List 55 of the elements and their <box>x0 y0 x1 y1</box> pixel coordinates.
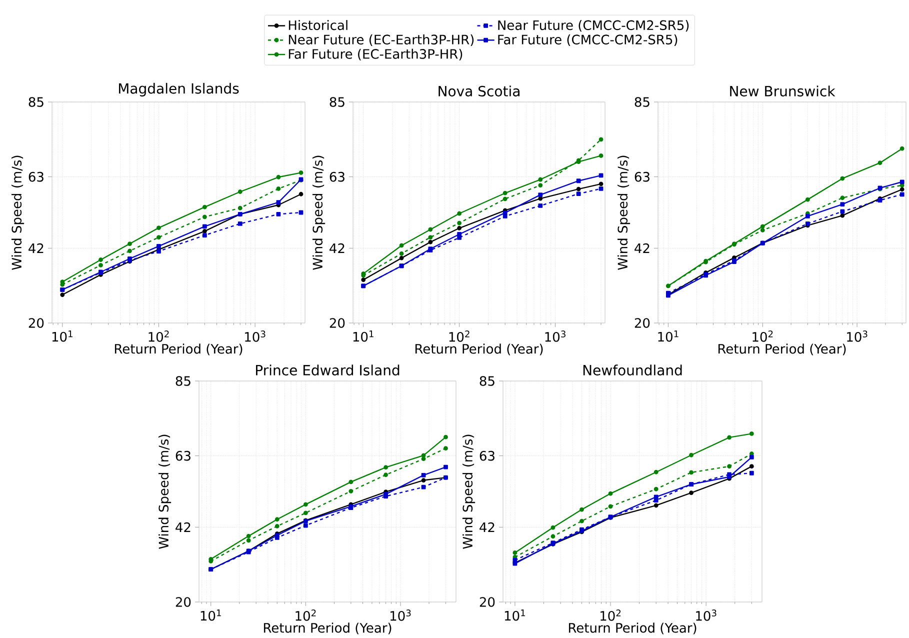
chart-title: New Brunswick <box>730 86 836 97</box>
x-tick-label: 10$^{1}$ <box>504 610 526 621</box>
y-tick-label: 42 <box>480 522 494 532</box>
legend-label: Near Future (CMCC-CM2-SR5) <box>498 20 689 32</box>
y-tick-label: 42 <box>176 522 190 532</box>
x-tick-label: 10$^{2}$ <box>600 610 621 622</box>
y-axis-title: Wind Speed (m/s) <box>11 156 24 270</box>
chart-title: Newfoundland <box>583 364 682 376</box>
x-tick-label: 10$^{3}$ <box>545 330 566 342</box>
x-axis-title: Return Period (Year) <box>264 622 392 634</box>
x-tick-label: 10$^{1}$ <box>353 330 374 342</box>
y-tick-label: 63 <box>176 451 190 461</box>
y-tick-label: 63 <box>28 172 44 182</box>
x-tick-label: 10$^{1}$ <box>52 330 72 342</box>
x-tick-label: 10$^{2}$ <box>449 330 470 342</box>
y-axis-title: Wind Speed (m/s) <box>617 156 630 270</box>
y-tick-label: 63 <box>480 451 494 461</box>
chart-title: Prince Edward Island <box>256 364 400 376</box>
y-tick-label: 20 <box>480 597 495 608</box>
y-tick-label: 20 <box>176 597 191 608</box>
chart-title: Nova Scotia <box>438 86 520 97</box>
y-tick-label: 42 <box>28 244 44 254</box>
y-axis-title: Wind Speed (m/s) <box>462 434 476 550</box>
y-tick-label: 85 <box>28 97 44 108</box>
x-tick-label: 10$^{2}$ <box>148 330 169 342</box>
x-tick-label: 10$^{2}$ <box>296 610 316 622</box>
x-tick-label: 10$^{1}$ <box>200 610 221 621</box>
y-tick-label: 42 <box>634 244 650 254</box>
y-tick-label: 85 <box>330 97 344 108</box>
x-tick-label: 10$^{3}$ <box>390 610 411 622</box>
x-axis-title: Return Period (Year) <box>114 344 242 356</box>
x-tick-label: 10$^{1}$ <box>658 330 678 342</box>
y-tick-label: 20 <box>330 318 345 328</box>
legend-label: Historical <box>288 20 348 30</box>
x-tick-label: 10$^{3}$ <box>245 330 266 342</box>
x-tick-label: 10$^{3}$ <box>696 610 716 622</box>
y-tick-label: 63 <box>330 172 344 182</box>
x-axis-title: Return Period (Year) <box>568 622 696 634</box>
legend-label: Far Future (CMCC-CM2-SR5) <box>498 34 678 46</box>
x-axis-title: Return Period (Year) <box>415 344 543 356</box>
y-tick-label: 20 <box>634 318 650 328</box>
y-tick-label: 42 <box>330 244 344 254</box>
y-tick-label: 85 <box>176 376 190 386</box>
legend-label: Far Future (EC-Earth3P-HR) <box>288 48 462 61</box>
y-tick-label: 63 <box>634 172 650 182</box>
y-tick-label: 20 <box>28 318 44 328</box>
chart-title: Magdalen Islands <box>118 83 239 97</box>
x-axis-title: Return Period (Year) <box>718 344 846 356</box>
y-axis-title: Wind Speed (m/s) <box>312 156 326 270</box>
y-tick-label: 85 <box>480 376 494 386</box>
legend-label: Near Future (EC-Earth3P-HR) <box>288 34 474 46</box>
x-tick-label: 10$^{3}$ <box>847 330 868 342</box>
y-axis-title: Wind Speed (m/s) <box>158 434 172 550</box>
y-tick-label: 85 <box>634 97 650 108</box>
x-tick-label: 10$^{2}$ <box>752 330 773 342</box>
